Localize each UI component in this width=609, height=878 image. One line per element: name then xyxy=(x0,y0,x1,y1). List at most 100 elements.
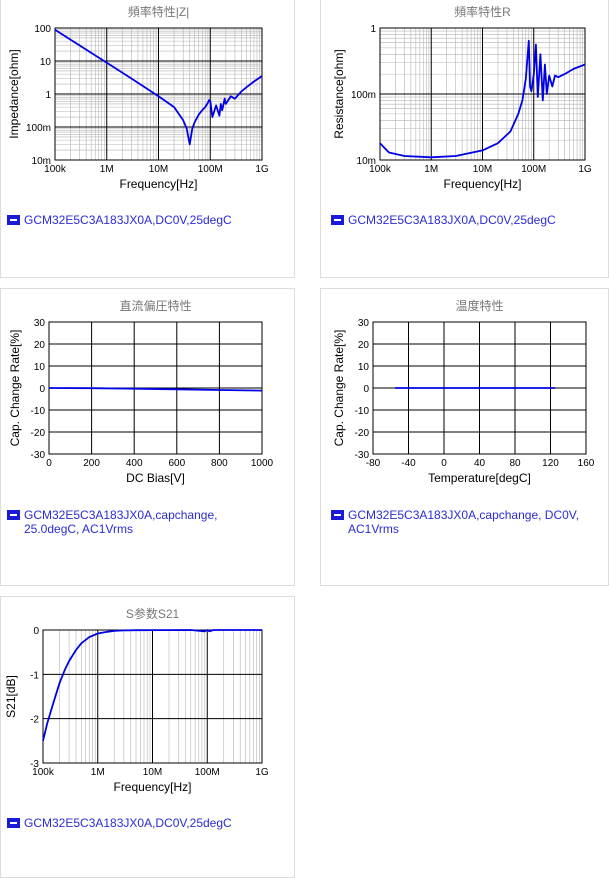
x-tick-label: -80 xyxy=(366,458,381,469)
legend-dc-bias[interactable]: GCM32E5C3A183JX0A,capchange, 25.0degC, A… xyxy=(7,508,247,536)
x-tick-label: 1G xyxy=(255,767,269,778)
y-tick-label: 0 xyxy=(33,626,39,637)
y-tick-label: 10 xyxy=(40,57,52,68)
chart-title: 頻率特性|Z| xyxy=(128,4,190,19)
y-axis-label: Cap. Change Rate[%] xyxy=(8,330,22,447)
x-tick-label: 1M xyxy=(91,767,105,778)
x-axis-label: DC Bias[V] xyxy=(126,471,185,485)
y-tick-label: 30 xyxy=(34,318,46,329)
y-tick-label: -30 xyxy=(31,450,46,461)
y-tick-label: -1 xyxy=(30,670,39,681)
y-axis-label: Impedance[ohm] xyxy=(7,49,21,138)
chart-impedance: 頻率特性|Z| 100k 1M 10M 100M 1G 10m 100m 1 10 100 Frequ… xyxy=(7,4,269,191)
chart-title: 直流偏圧特性 xyxy=(119,298,191,313)
y-tick-label: 10m xyxy=(32,156,51,167)
y-tick-label: -10 xyxy=(31,406,46,417)
x-tick-label: 1M xyxy=(100,164,114,175)
y-tick-label: -10 xyxy=(355,406,370,417)
x-tick-label: 200 xyxy=(83,458,100,469)
x-axis-label: Frequency[Hz] xyxy=(119,177,197,191)
y-tick-label: 100 xyxy=(34,24,51,35)
x-axis-label: Frequency[Hz] xyxy=(443,177,521,191)
x-tick-label: 120 xyxy=(542,458,559,469)
series-line xyxy=(42,629,262,742)
y-tick-label: -20 xyxy=(355,428,370,439)
legend-label: GCM32E5C3A183JX0A,capchange, 25.0degC, A… xyxy=(24,508,218,536)
y-tick-label: 10m xyxy=(357,156,376,167)
y-tick-label: 10 xyxy=(34,362,46,373)
x-tick-label: 100M xyxy=(198,164,223,175)
plot-frame xyxy=(54,27,263,161)
legend-label: GCM32E5C3A183JX0A,capchange, DC0V, AC1Vr… xyxy=(348,508,580,536)
chart-panel-resistance xyxy=(320,0,609,278)
y-tick-label: -20 xyxy=(31,428,46,439)
plot-frame xyxy=(372,321,587,455)
legend-label: GCM32E5C3A183JX0A,DC0V,25degC xyxy=(348,213,556,227)
chart-panel-temperature xyxy=(320,288,609,586)
x-tick-label: 160 xyxy=(578,458,595,469)
chart-resistance: 頻率特性R 100k 1M 10M 100M 1G 10m 100m 1 Frequency[Hz… xyxy=(332,4,592,191)
y-axis-label: Cap. Change Rate[%] xyxy=(332,330,346,447)
y-tick-label: 30 xyxy=(358,318,370,329)
y-tick-label: 1 xyxy=(370,24,376,35)
x-tick-label: -40 xyxy=(401,458,416,469)
legend-temperature[interactable]: GCM32E5C3A183JX0A,capchange, DC0V, AC1Vr… xyxy=(331,508,603,536)
y-tick-label: 100m xyxy=(351,90,376,101)
y-tick-label: 0 xyxy=(363,384,369,395)
x-tick-label: 100M xyxy=(521,164,546,175)
x-tick-label: 1G xyxy=(255,164,269,175)
chart-panel-impedance xyxy=(0,0,295,278)
legend-swatch xyxy=(7,818,20,828)
x-tick-label: 600 xyxy=(168,458,185,469)
y-axis-label: S21[dB] xyxy=(4,675,18,718)
plot-frame xyxy=(379,27,586,161)
x-tick-label: 1000 xyxy=(251,458,274,469)
x-tick-label: 100k xyxy=(44,164,67,175)
x-axis-label: Temperature[degC] xyxy=(428,471,531,485)
x-tick-label: 0 xyxy=(46,458,52,469)
x-tick-label: 1M xyxy=(424,164,438,175)
x-tick-label: 400 xyxy=(126,458,143,469)
legend-swatch xyxy=(7,215,20,225)
chart-title: 温度特性 xyxy=(455,298,503,313)
x-tick-label: 80 xyxy=(509,458,521,469)
legend-label: GCM32E5C3A183JX0A,DC0V,25degC xyxy=(24,213,232,227)
x-tick-label: 10M xyxy=(473,164,492,175)
x-tick-label: 10M xyxy=(149,164,168,175)
chart-dc-bias: 直流偏圧特性 0 200 400 600 800 1000 -30 -20 -10 0 10 20 30 D… xyxy=(8,298,274,485)
chart-title: S参数S21 xyxy=(126,606,180,621)
legend-label: GCM32E5C3A183JX0A,DC0V,25degC xyxy=(24,816,232,830)
legend-impedance[interactable]: GCM32E5C3A183JX0A,DC0V,25degC xyxy=(7,213,277,227)
y-tick-label: 1 xyxy=(45,90,51,101)
y-tick-label: -3 xyxy=(30,759,39,770)
x-tick-label: 100k xyxy=(369,164,392,175)
x-tick-label: 1G xyxy=(578,164,592,175)
x-axis-label: Frequency[Hz] xyxy=(113,780,191,794)
x-tick-label: 10M xyxy=(143,767,162,778)
series-line xyxy=(48,387,263,392)
x-tick-label: 100k xyxy=(32,767,55,778)
y-tick-label: -2 xyxy=(30,715,39,726)
x-tick-label: 40 xyxy=(474,458,486,469)
y-tick-label: 0 xyxy=(39,384,45,395)
y-tick-label: -30 xyxy=(355,450,370,461)
chart-panel-s21 xyxy=(0,596,295,878)
x-tick-label: 800 xyxy=(211,458,228,469)
series-line xyxy=(54,29,263,146)
legend-swatch xyxy=(331,215,344,225)
y-tick-label: 100m xyxy=(26,123,51,134)
legend-s21[interactable]: GCM32E5C3A183JX0A,DC0V,25degC xyxy=(7,816,277,830)
x-tick-label: 0 xyxy=(441,458,447,469)
x-tick-label: 100M xyxy=(195,767,220,778)
chart-title: 頻率特性R xyxy=(454,4,511,19)
legend-resistance[interactable]: GCM32E5C3A183JX0A,DC0V,25degC xyxy=(331,213,601,227)
y-tick-label: 20 xyxy=(358,340,370,351)
y-tick-label: 10 xyxy=(358,362,370,373)
series-line xyxy=(379,39,586,159)
chart-s21: S参数S21 100k 1M 10M 100M 1G -3 -2 -1 0 Frequency[Hz… xyxy=(4,606,269,794)
y-axis-label: Resistance[ohm] xyxy=(332,49,346,138)
legend-swatch xyxy=(331,510,344,520)
y-tick-label: 20 xyxy=(34,340,46,351)
chart-temperature: 温度特性 -80 -40 0 40 80 120 160 -30 -20 -10 0 10 20 30 Tem… xyxy=(332,298,595,485)
legend-swatch xyxy=(7,510,20,520)
